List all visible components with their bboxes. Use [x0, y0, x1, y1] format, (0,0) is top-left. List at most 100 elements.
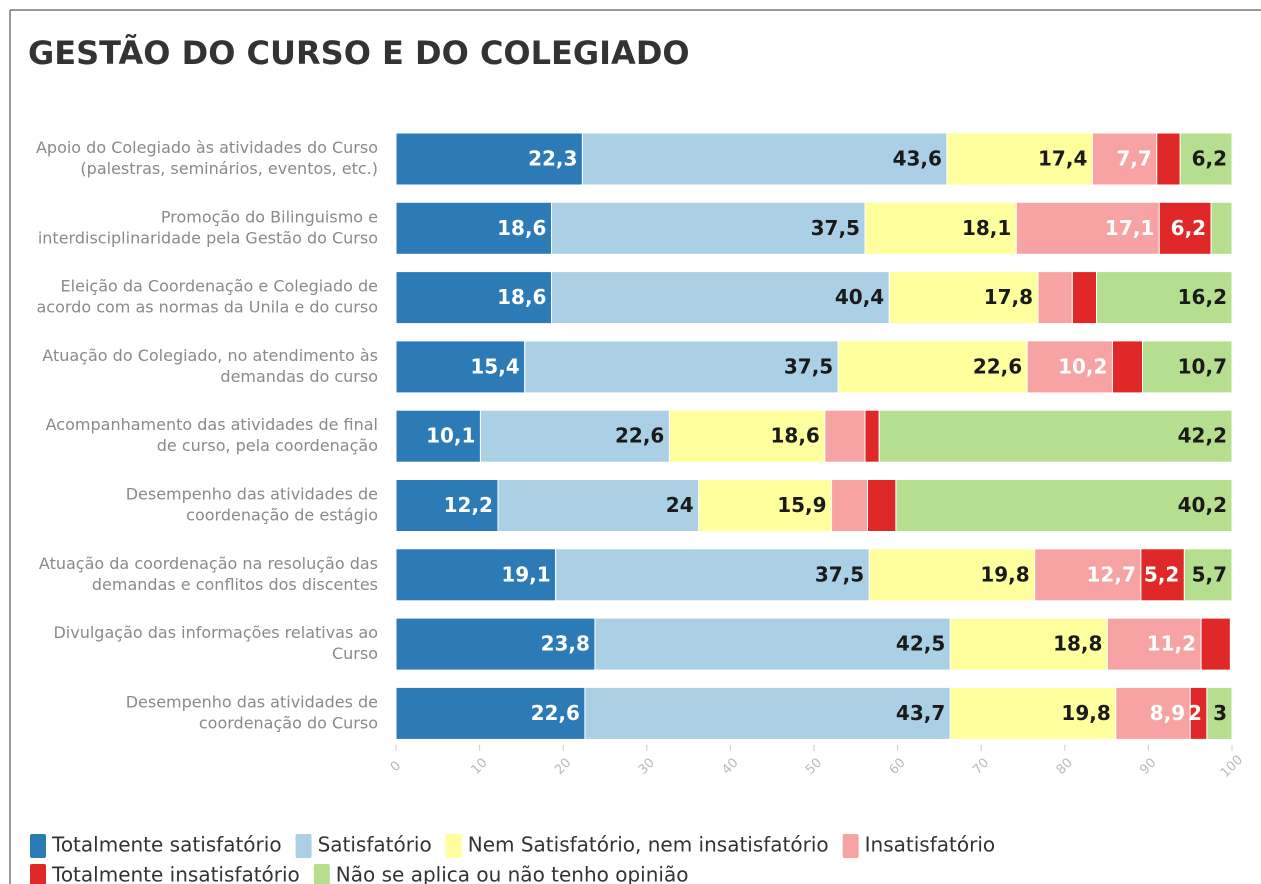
bar-segment	[1183, 548, 1233, 602]
bar-segment	[1091, 132, 1158, 186]
x-tick-label: 50	[803, 756, 825, 778]
bar-segment	[949, 686, 1117, 740]
bar-segment	[1140, 548, 1185, 602]
bar-segment	[1115, 686, 1191, 740]
category-label: Apoio do Colegiado às atividades do Curs…	[36, 138, 378, 157]
bar-segment	[946, 132, 1093, 186]
x-tick-label: 40	[719, 756, 741, 778]
x-tick-label: 100	[1218, 753, 1246, 781]
bar-segment	[395, 201, 552, 255]
bar-segment	[584, 686, 951, 740]
x-tick-label: 30	[636, 756, 658, 778]
bar-segment	[550, 201, 866, 255]
value-label: 40,4	[835, 285, 884, 309]
bar-segment	[395, 479, 499, 532]
bar-segment	[395, 409, 481, 463]
bar-segment	[949, 617, 1108, 671]
legend-label: Não se aplica ou não tenho opinião	[336, 863, 689, 884]
value-label: 23,8	[541, 632, 590, 656]
value-label: 19,8	[1061, 701, 1110, 725]
bar-segment	[864, 409, 880, 463]
bar-segment	[395, 340, 526, 394]
bar-segment	[698, 479, 833, 532]
value-label: 40,2	[1178, 493, 1227, 517]
category-label: Divulgação das informações relativas ao	[53, 623, 378, 642]
value-label: 12,7	[1087, 562, 1136, 586]
bar-segment	[824, 409, 866, 463]
value-label: 8,9	[1150, 701, 1185, 725]
bar-segment	[1206, 686, 1233, 740]
bar-segment	[1071, 271, 1098, 325]
bar-segment	[1096, 271, 1233, 325]
value-label: 42,5	[896, 632, 945, 656]
bar-segment	[581, 132, 948, 186]
legend-swatch	[30, 864, 46, 884]
category-label: Desempenho das atividades de	[126, 692, 378, 711]
bar-segment	[1156, 132, 1181, 186]
legend-swatch	[30, 834, 46, 858]
x-tick-label: 60	[886, 756, 908, 778]
chart-title: GESTÃO DO CURSO E DO COLEGIADO	[28, 34, 690, 72]
bar-segment	[1179, 132, 1233, 186]
bar-segment	[550, 271, 890, 325]
value-label: 22,6	[531, 701, 580, 725]
bar-segment	[594, 617, 951, 671]
legend-swatch	[445, 834, 462, 858]
bar-segment	[1015, 201, 1160, 255]
bar-segment	[864, 201, 1017, 255]
bar-segment	[1026, 340, 1113, 394]
value-label: 10,2	[1058, 354, 1107, 378]
bar-segment	[1037, 271, 1073, 325]
value-label: 18,1	[962, 216, 1011, 240]
value-label: 6,2	[1192, 147, 1227, 171]
legend-label: Totalmente insatisfatório	[51, 863, 300, 884]
value-label: 7,7	[1116, 147, 1151, 171]
category-label: Desempenho das atividades de	[126, 485, 378, 504]
category-label: Curso	[332, 644, 378, 663]
legend-label: Insatisfatório	[865, 833, 995, 857]
x-tick-label: 90	[1137, 756, 1159, 778]
legend-label: Totalmente satisfatório	[51, 833, 282, 857]
bar-segment	[831, 479, 869, 532]
value-label: 17,4	[1038, 147, 1087, 171]
x-tick-label: 10	[468, 756, 490, 778]
bar-segment	[1111, 340, 1144, 394]
bar-segment	[1200, 617, 1231, 671]
value-label: 22,3	[528, 147, 577, 171]
value-label: 15,4	[470, 354, 519, 378]
bar-segment	[888, 271, 1039, 325]
bar-segment	[395, 686, 586, 740]
value-label: 37,5	[784, 354, 833, 378]
category-label: Acompanhamento das atividades de final	[46, 415, 378, 434]
x-tick-label: 0	[388, 758, 404, 774]
bar-segment	[1034, 548, 1142, 602]
value-label: 37,5	[815, 562, 864, 586]
value-label: 19,1	[501, 562, 550, 586]
bar-segment	[878, 409, 1233, 463]
category-label: de curso, pela coordenação	[157, 436, 378, 455]
x-tick-label: 20	[552, 756, 574, 778]
legend-swatch	[295, 834, 312, 858]
category-label: Atuação da coordenação na resolução das	[39, 554, 378, 573]
category-label: interdisciplinaridade pela Gestão do Cur…	[38, 228, 378, 247]
value-label: 18,6	[497, 216, 546, 240]
value-label: 18,6	[497, 285, 546, 309]
category-label: demandas do curso	[220, 367, 378, 386]
x-tick-label: 70	[970, 756, 992, 778]
value-label: 2	[1188, 701, 1202, 725]
category-label: demandas e conflitos dos discentes	[92, 575, 378, 594]
value-label: 5,7	[1192, 562, 1227, 586]
value-label: 16,2	[1178, 285, 1227, 309]
legend-swatch	[313, 864, 330, 884]
category-label: Promoção do Bilinguismo e	[161, 207, 378, 226]
category-label: (palestras, seminários, eventos, etc.)	[80, 159, 378, 178]
value-label: 43,7	[896, 701, 945, 725]
value-label: 24	[666, 493, 694, 517]
value-label: 22,6	[973, 354, 1022, 378]
category-label: Eleição da Coordenação e Colegiado de	[61, 277, 378, 296]
category-label: coordenação de estágio	[186, 506, 378, 525]
bar-segment	[479, 409, 670, 463]
category-label: acordo com as normas da Unila e do curso	[36, 298, 378, 317]
bar-segment	[868, 548, 1036, 602]
